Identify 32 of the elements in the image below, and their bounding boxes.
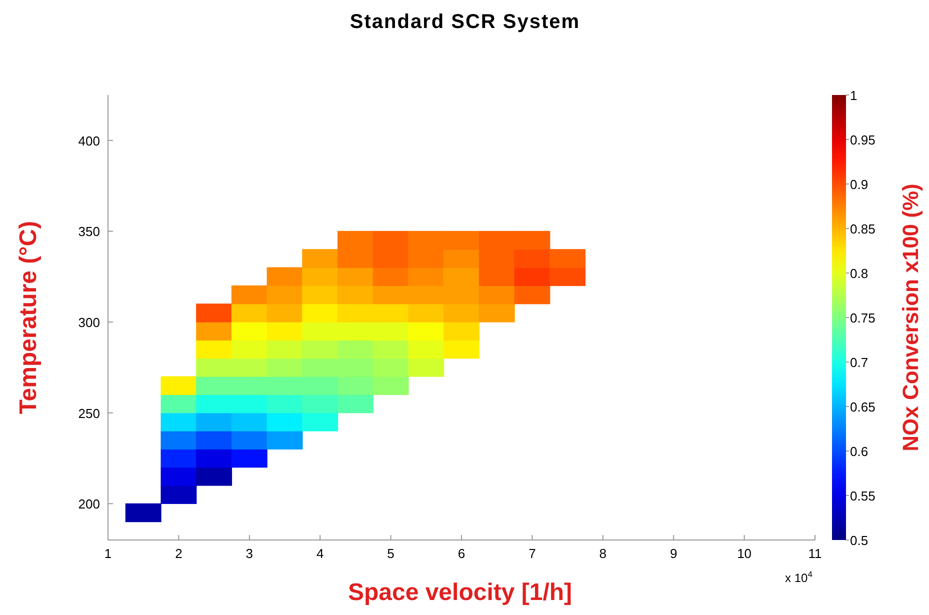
y-axis-title: Temperature (°C): [15, 220, 42, 414]
y-tick-label: 250: [78, 406, 100, 421]
x-tick-label: 5: [387, 546, 394, 561]
color-bar-label: 0.5: [850, 533, 868, 548]
x-tick-label: 4: [316, 546, 324, 561]
y-tick-label: 350: [78, 224, 100, 240]
color-bar-label: 0.55: [850, 488, 876, 504]
color-bar-label: 0.6: [850, 444, 868, 459]
color-bar-label: 0.9: [850, 177, 868, 192]
color-bar-label: 0.75: [850, 310, 876, 326]
color-bar-label: 0.65: [850, 400, 876, 414]
color-bar-label: 0.85: [850, 222, 876, 236]
y-tick-label: 300: [78, 315, 100, 330]
x-tick-label: 3: [246, 546, 254, 561]
x-tick-label: 11: [808, 546, 822, 561]
chart-title: Standard SCR System: [350, 11, 580, 33]
x-tick-label: 8: [599, 546, 607, 561]
color-bar-label: 1: [850, 88, 858, 103]
x-tick-label: 1: [104, 546, 112, 561]
y-tick-label: 200: [78, 496, 100, 512]
x-tick-label: 2: [175, 546, 182, 561]
color-bar-label: 0.7: [850, 355, 868, 370]
x-axis-title: Space velocity [1/h]: [348, 579, 572, 606]
x-tick-label: 6: [458, 546, 466, 561]
color-bar-title: NOx Conversion x100 (%): [898, 184, 923, 452]
text: x 10$^{4}$: [785, 569, 813, 585]
x-tick-label: 10: [737, 546, 752, 561]
y-tick-label: 400: [78, 133, 100, 148]
color-bar-label: 0.8: [850, 266, 868, 281]
x-tick-label: 7: [528, 546, 536, 561]
color-bar-label: 0.95: [850, 132, 876, 148]
x-tick-label: 9: [670, 546, 678, 561]
